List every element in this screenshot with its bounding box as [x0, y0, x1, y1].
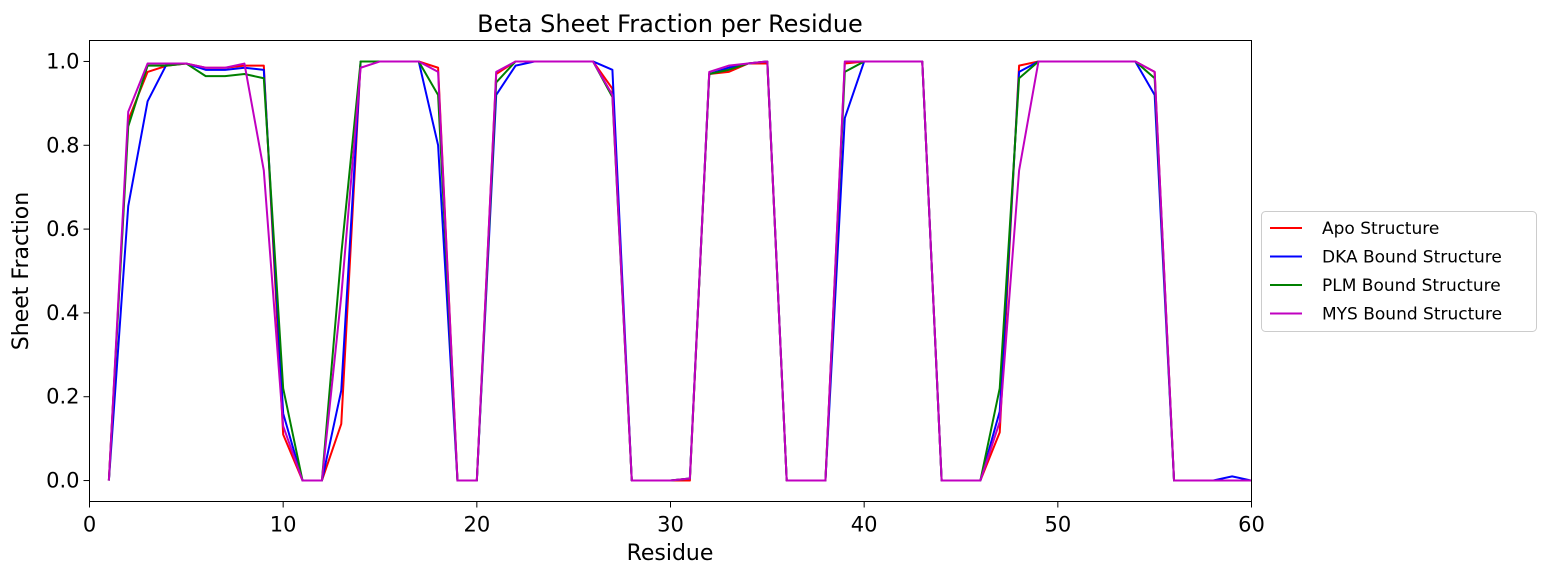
y-tick-label: 1.0: [46, 49, 79, 73]
y-tick-label: 0.0: [46, 469, 79, 493]
y-axis-label: Sheet Fraction: [9, 192, 34, 350]
x-tick-label: 60: [1238, 513, 1265, 537]
x-tick-label: 40: [851, 513, 878, 537]
y-tick-label: 0.8: [46, 133, 79, 157]
series-line-1: [107, 60, 1252, 482]
x-axis: 0 10 20 30 40 50 60: [83, 501, 1265, 537]
series-line-4: [107, 60, 1252, 482]
series-line-2: [107, 60, 1252, 482]
legend: Apo Structure DKA Bound Structure PLM Boun…: [1261, 211, 1537, 332]
plot-frame: [89, 40, 1252, 502]
x-tick-label: 0: [83, 513, 96, 537]
x-tick-label: 10: [270, 513, 297, 537]
x-tick-label: 50: [1044, 513, 1071, 537]
plot-lines: [107, 60, 1252, 482]
legend-label: MYS Bound Structure: [1322, 305, 1502, 325]
x-axis-label: Residue: [627, 541, 714, 566]
y-tick-label: 0.6: [46, 217, 79, 241]
legend-label: Apo Structure: [1322, 219, 1439, 239]
x-tick-label: 20: [463, 513, 490, 537]
legend-label: DKA Bound Structure: [1322, 248, 1502, 268]
legend-box: [1261, 211, 1537, 332]
y-tick-label: 0.4: [46, 301, 79, 325]
legend-label: PLM Bound Structure: [1322, 276, 1501, 296]
y-axis: 0.0 0.2 0.4 0.6 0.8 1.0: [46, 49, 90, 493]
series-line-3: [107, 60, 1252, 482]
y-tick-label: 0.2: [46, 385, 79, 409]
chart-title: Beta Sheet Fraction per Residue: [477, 10, 863, 38]
x-tick-label: 30: [657, 513, 684, 537]
